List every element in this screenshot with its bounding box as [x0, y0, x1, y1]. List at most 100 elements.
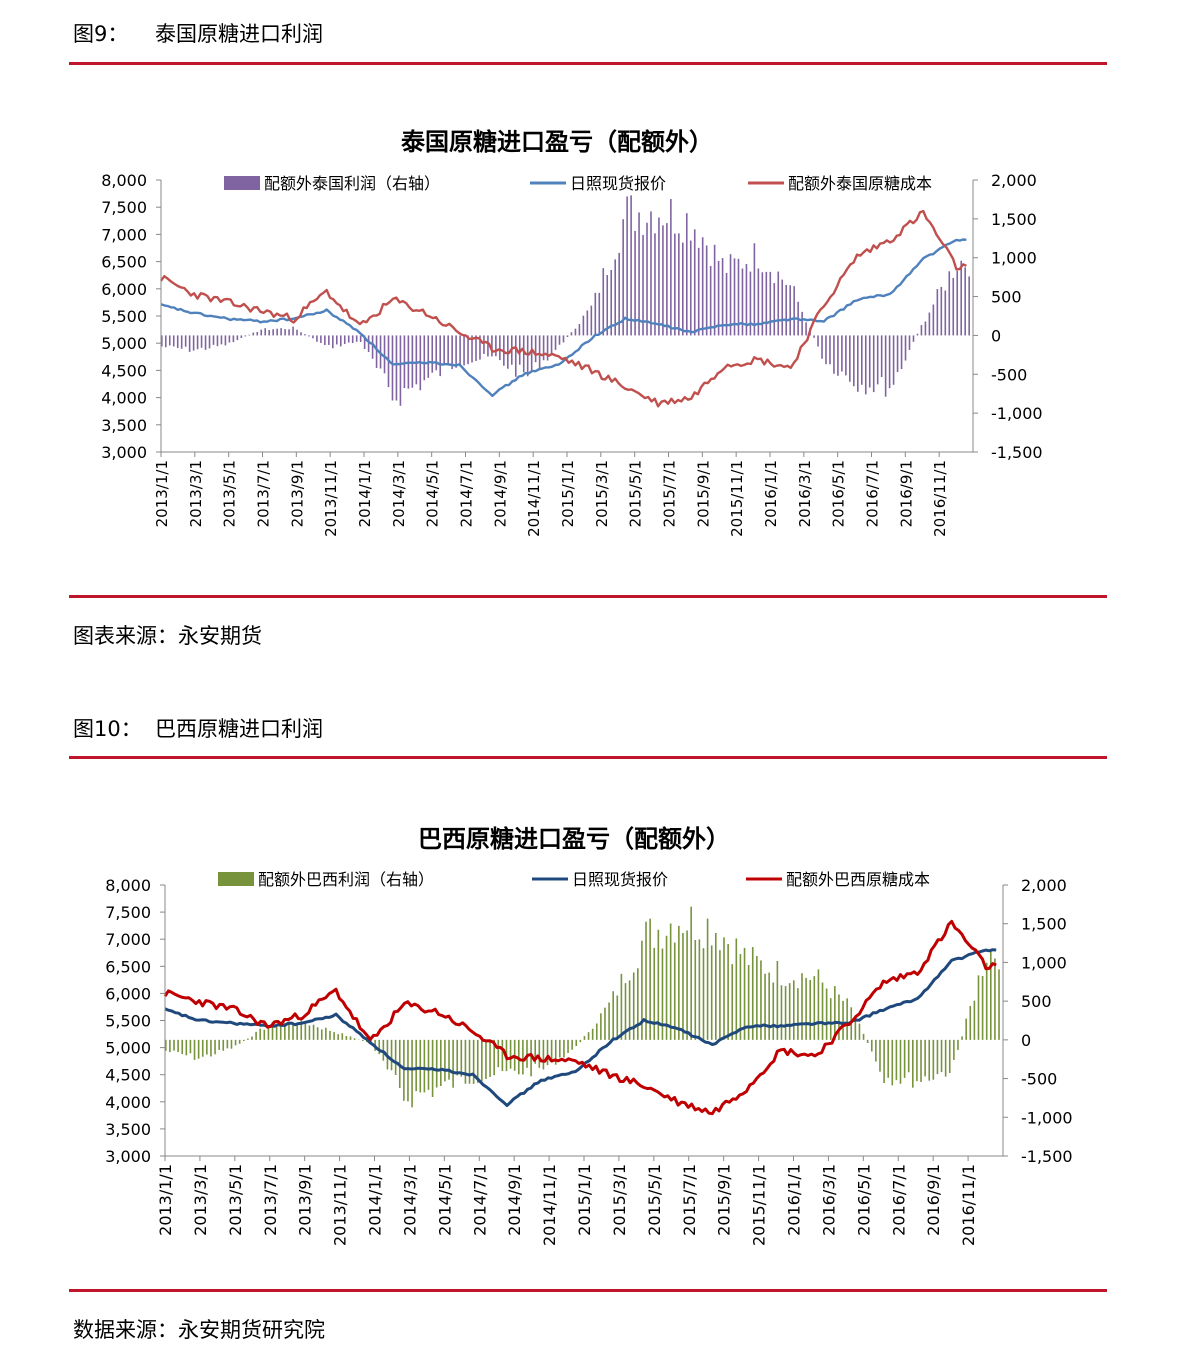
profit-bar: [801, 311, 803, 336]
left-tick-label: 7,500: [105, 903, 151, 922]
profit-bar: [240, 335, 243, 338]
profit-bar: [308, 1025, 311, 1040]
profit-bar: [969, 1005, 972, 1040]
x-tick-label: 2015/1/1: [559, 460, 577, 527]
profit-bar: [448, 1039, 450, 1080]
x-tick-label: 2016/5/1: [830, 460, 848, 527]
profit-bar: [193, 1039, 196, 1060]
profit-bar: [630, 195, 632, 336]
right-tick-label: 1,000: [1021, 953, 1067, 972]
profit-bar: [459, 335, 461, 367]
profit-bar: [628, 980, 631, 1040]
profit-bar: [586, 310, 589, 336]
profit-bar: [176, 335, 179, 348]
profit-bar: [427, 1039, 430, 1090]
profit-bar: [188, 335, 191, 352]
left-tick-label: 4,000: [105, 1093, 151, 1112]
profit-bar: [332, 335, 334, 349]
profit-bar: [419, 1039, 422, 1093]
right-tick-label: 1,500: [1021, 915, 1067, 934]
profit-bar: [164, 335, 167, 348]
profit-bar: [197, 1039, 200, 1059]
profit-bar: [825, 335, 827, 365]
profit-bar: [320, 335, 322, 343]
profit-bar: [325, 1027, 327, 1040]
left-tick-label: 6,000: [105, 984, 151, 1003]
x-tick-label: 2015/7/1: [661, 460, 679, 527]
profit-bar: [530, 335, 533, 371]
profit-bar: [727, 943, 729, 1040]
profit-bar: [710, 945, 713, 1040]
profit-bar: [689, 240, 692, 336]
right-tick-label: -500: [991, 365, 1027, 384]
profit-bar: [236, 335, 239, 341]
profit-bar: [872, 335, 875, 393]
profit-bar: [598, 292, 601, 336]
x-tick-label: 2016/7/1: [889, 1164, 908, 1236]
profit-bar: [768, 972, 770, 1040]
profit-bar: [394, 1039, 397, 1075]
profit-bar: [184, 335, 187, 347]
profit-bar: [968, 276, 970, 336]
profit-bar: [280, 328, 282, 336]
profit-bar: [292, 326, 294, 336]
chart-brazil-import-profit: 巴西原糖进口盈亏（配额外） 8,000 7,500 7,000 6,500 6,000 5,…: [105, 825, 1073, 1246]
profit-bar: [888, 335, 891, 389]
profit-bar: [271, 1021, 274, 1040]
right-tick-label: -1,500: [1021, 1147, 1073, 1166]
profit-bar: [353, 1038, 356, 1040]
figure-10-number: 图10：: [73, 717, 142, 741]
profit-bar: [177, 1039, 179, 1053]
profit-bar: [817, 335, 819, 347]
profit-bar: [161, 335, 163, 347]
figure-9-top-rule: [69, 62, 1107, 65]
profit-bar: [594, 292, 597, 336]
profit-bar: [403, 335, 406, 389]
profit-bar: [813, 335, 815, 338]
profit-bar: [264, 328, 267, 336]
left-tick-label: 4,500: [105, 1066, 151, 1085]
profit-bar: [272, 329, 274, 336]
profit-bar: [860, 335, 863, 385]
profit-bar: [801, 973, 803, 1040]
figure-10-label: 图10： 巴西原糖进口利润: [73, 713, 323, 743]
profit-bar: [994, 958, 996, 1040]
profit-bar: [464, 1039, 467, 1084]
profit-bar: [842, 1000, 844, 1040]
left-tick-label: 6,000: [101, 280, 147, 299]
profit-bar: [558, 335, 561, 345]
profit-bar: [657, 929, 660, 1040]
profit-bar: [899, 1039, 902, 1084]
x-tick-label: 2013/9/1: [296, 1164, 315, 1236]
profit-bar: [940, 286, 943, 336]
profit-bar: [455, 335, 457, 368]
x-tick-label: 2016/1/1: [762, 460, 780, 527]
profit-bar: [288, 1021, 290, 1040]
profit-bar: [632, 972, 635, 1040]
profit-bar: [435, 1039, 438, 1088]
profit-bar: [312, 335, 314, 339]
profit-bar: [857, 335, 859, 392]
x-tick-label: 2015/5/1: [645, 1164, 664, 1236]
profit-bar: [932, 304, 935, 336]
profit-bar: [862, 1033, 865, 1040]
x-tick-label: 2014/9/1: [491, 460, 509, 527]
profit-bar: [817, 969, 820, 1040]
profit-bar: [821, 335, 823, 359]
legend-swatch-profit: [218, 872, 254, 886]
profit-bar: [661, 948, 664, 1040]
profit-bar: [912, 1039, 914, 1088]
profit-bar: [846, 998, 848, 1040]
spot-price-line: [164, 948, 997, 1107]
profit-bar: [776, 960, 779, 1040]
profit-bar: [431, 335, 434, 373]
profit-bar: [773, 283, 776, 336]
x-tick-label: 2014/9/1: [505, 1164, 524, 1236]
profit-bar: [534, 335, 537, 363]
profit-bar: [749, 271, 752, 336]
profit-bar: [292, 1024, 294, 1040]
profit-bar: [579, 1039, 582, 1043]
profit-bar: [805, 322, 807, 336]
profit-bar: [391, 335, 394, 401]
profit-bar: [476, 1039, 479, 1083]
